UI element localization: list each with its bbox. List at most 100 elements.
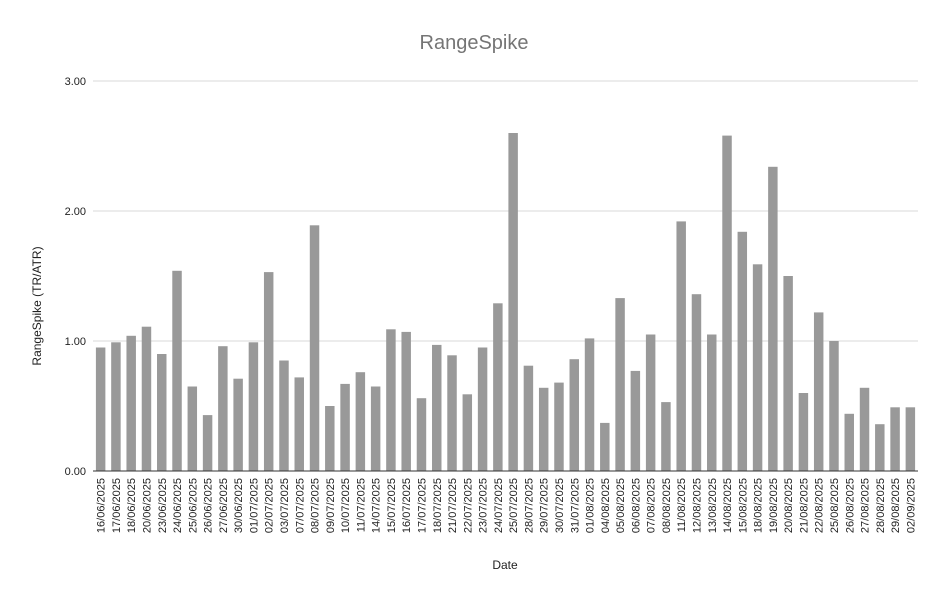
x-tick-label: 16/07/2025 [401, 478, 413, 533]
x-tick-label: 01/08/2025 [585, 478, 597, 533]
y-tick-label: 3.00 [65, 76, 86, 88]
bar [432, 344, 442, 471]
bar [416, 398, 427, 471]
x-tick-label: 03/07/2025 [279, 478, 291, 533]
x-tick-label: 29/08/2025 [890, 478, 902, 533]
x-tick-label: 30/06/2025 [233, 478, 245, 533]
x-tick-label: 26/08/2025 [844, 478, 856, 533]
bar [676, 221, 686, 471]
x-tick-label: 27/08/2025 [860, 478, 872, 533]
x-tick-label: 15/08/2025 [737, 478, 749, 533]
x-tick-label: 22/07/2025 [462, 478, 474, 533]
bar [157, 354, 167, 471]
x-tick-label: 25/06/2025 [187, 478, 199, 533]
y-tick-label: 2.00 [65, 206, 86, 218]
x-tick-label: 26/06/2025 [203, 478, 215, 533]
bar [829, 341, 839, 471]
x-tick-label: 19/08/2025 [768, 478, 780, 533]
x-tick-label: 29/07/2025 [539, 478, 551, 533]
x-tick-label: 18/06/2025 [126, 478, 138, 533]
x-tick-label: 17/06/2025 [111, 478, 123, 533]
x-tick-label: 08/08/2025 [661, 478, 673, 533]
bar [722, 135, 732, 471]
x-tick-label: 30/07/2025 [554, 478, 566, 533]
bar [218, 346, 228, 471]
y-tick-label: 1.00 [65, 336, 86, 348]
x-tick-label: 02/07/2025 [264, 478, 276, 533]
x-tick-label: 31/07/2025 [569, 478, 581, 533]
bar [370, 386, 381, 471]
bar [401, 331, 411, 471]
x-tick-label: 25/08/2025 [829, 478, 841, 533]
x-tick-label: 28/07/2025 [523, 478, 535, 533]
grid-lines [93, 80, 918, 342]
bar [783, 276, 793, 471]
bar [798, 393, 809, 471]
bar [126, 335, 136, 471]
y-tick-label: 0.00 [65, 466, 86, 478]
x-tick-label: 07/08/2025 [646, 478, 658, 533]
bar [279, 360, 289, 471]
bar [890, 407, 900, 471]
bar [233, 378, 243, 471]
bar [600, 422, 610, 471]
bar [248, 342, 259, 471]
x-tick-label: 06/08/2025 [630, 478, 642, 533]
x-tick-label: 18/07/2025 [432, 478, 444, 533]
y-axis-label: RangeSpike (TR/ATR) [30, 246, 44, 365]
bar [538, 387, 549, 471]
bar [462, 394, 473, 471]
bar [569, 359, 579, 471]
bar [630, 370, 641, 471]
bar [355, 372, 366, 471]
x-tick-label: 09/07/2025 [325, 478, 337, 533]
x-tick-label: 12/08/2025 [691, 478, 703, 533]
x-tick-label: 10/07/2025 [340, 478, 352, 533]
x-tick-label: 20/06/2025 [141, 478, 153, 533]
bar [340, 383, 350, 471]
bar [447, 355, 457, 471]
x-tick-label: 08/07/2025 [310, 478, 322, 533]
x-tick-label: 11/08/2025 [676, 478, 688, 532]
bar [386, 329, 396, 471]
bar [294, 377, 304, 471]
x-tick-label: 18/08/2025 [753, 478, 765, 533]
bar [187, 386, 198, 471]
bar [615, 298, 625, 471]
x-tick-label: 15/07/2025 [386, 478, 398, 533]
x-tick-label: 21/08/2025 [798, 478, 810, 533]
x-tick-label: 20/08/2025 [783, 478, 795, 533]
chart-title: RangeSpike [420, 32, 529, 54]
bar [508, 133, 518, 471]
bar [493, 303, 503, 471]
bar [691, 294, 702, 471]
x-tick-label: 21/07/2025 [447, 478, 459, 533]
bar [768, 166, 778, 472]
x-tick-label: 14/08/2025 [722, 478, 734, 533]
x-tick-label: 07/07/2025 [294, 478, 306, 533]
x-axis-label: Date [492, 558, 518, 572]
x-tick-label: 25/07/2025 [508, 478, 520, 533]
bar [859, 387, 870, 471]
x-tick-label: 23/06/2025 [157, 478, 169, 533]
x-tick-label: 14/07/2025 [371, 478, 383, 533]
bar [325, 406, 335, 471]
x-tick-label: 17/07/2025 [416, 478, 428, 533]
x-tick-label: 11/07/2025 [355, 478, 367, 532]
bar [523, 365, 534, 471]
bar [202, 415, 213, 471]
bar [309, 225, 320, 471]
x-tick-label: 24/06/2025 [172, 478, 184, 533]
x-tick-label: 24/07/2025 [493, 478, 505, 533]
bar [111, 342, 121, 471]
x-tick-label: 27/06/2025 [218, 478, 230, 533]
x-tick-label: 23/07/2025 [478, 478, 490, 533]
bar [584, 338, 595, 471]
bar [813, 312, 824, 471]
bar [737, 231, 748, 471]
y-tick-labels: 0.00 1.00 2.00 3.00 [65, 76, 86, 478]
x-tick-labels: 16/06/2025 17/06/2025 18/06/2025 20/06/2025… [96, 478, 918, 533]
x-tick-label: 28/08/2025 [875, 478, 887, 533]
